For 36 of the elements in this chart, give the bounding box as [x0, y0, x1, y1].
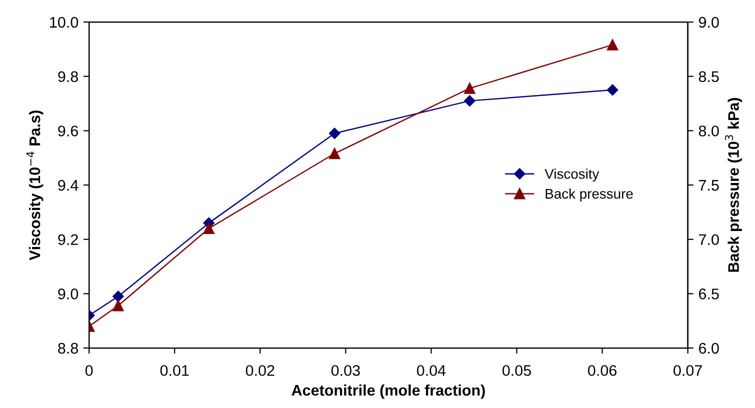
point	[203, 222, 214, 234]
y2-tick-label: 6.5	[698, 288, 719, 300]
point	[329, 148, 340, 160]
point	[464, 95, 476, 106]
y2-tick-label: 9.0	[698, 16, 719, 28]
y-tick-label: 9.6	[58, 126, 78, 136]
y-tick-label: 9.2	[58, 234, 78, 246]
point	[606, 84, 618, 96]
point	[328, 128, 340, 140]
legend-label: Viscosity	[544, 168, 600, 182]
y-tick-label: 9.0	[58, 288, 78, 300]
x-tick-label: 0.07	[674, 365, 702, 376]
y-tick-label: 9.4	[58, 180, 78, 191]
y2-tick-label: 8.0	[698, 126, 719, 136]
x-tick-label: 0.01	[160, 365, 189, 376]
x-axis-title: Acetonitrile (mole fraction)	[292, 384, 485, 399]
y-axis-title: Viscosity (10$^{−4}$ Pa.s)	[26, 110, 44, 260]
point	[464, 82, 476, 94]
x-tick-label: 0	[85, 365, 93, 376]
point	[606, 39, 618, 50]
point	[112, 300, 124, 312]
y2-tick-label: 7.0	[699, 234, 719, 246]
y-tick-label: 9.8	[58, 71, 78, 82]
y-tick-label: 10.0	[50, 16, 78, 28]
y2-tick-label: 6.0	[698, 342, 719, 354]
x-tick-label: 0.05	[502, 365, 531, 376]
y2-axis-title: Back pressure (10$^{3}$ kPa)	[725, 98, 742, 272]
x-tick-label: 0.06	[588, 365, 616, 376]
point	[112, 290, 124, 302]
x-tick-label: 0.02	[246, 365, 274, 376]
y2-tick-label: 7.5	[699, 180, 719, 191]
x-tick-label: 0.04	[416, 365, 446, 376]
legend-label: Back pressure	[546, 188, 633, 202]
y2-tick-label: 8.5	[698, 71, 719, 82]
y-tick-label: 8.8	[58, 342, 78, 354]
x-tick-label: 0.03	[331, 365, 360, 376]
